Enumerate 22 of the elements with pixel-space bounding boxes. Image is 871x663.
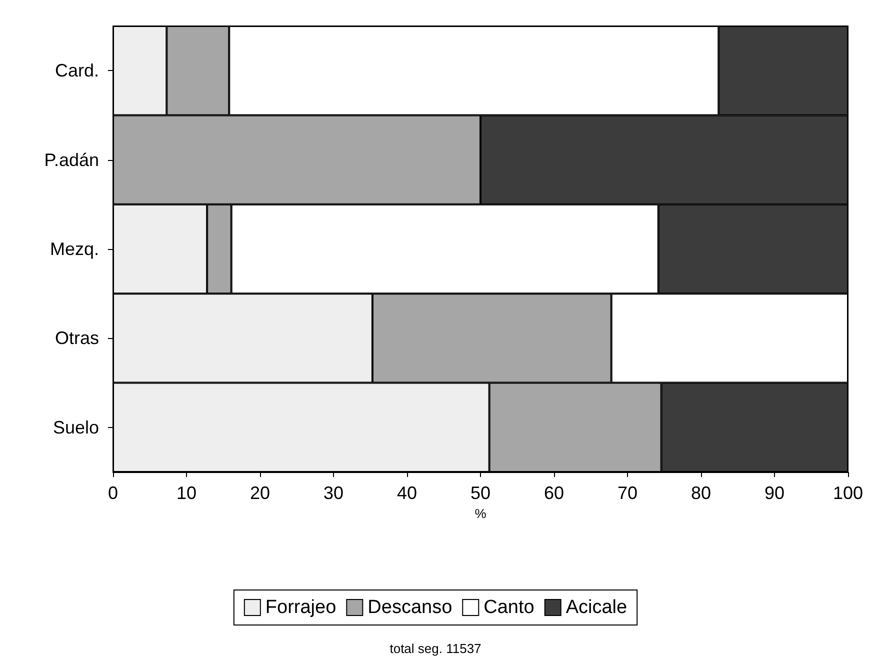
legend-label: Acicale <box>566 597 628 618</box>
x-tick-label: 60 <box>544 483 564 503</box>
y-tick-label: P.adán <box>44 150 99 170</box>
legend-label: Canto <box>484 597 534 618</box>
x-tick-label: 30 <box>323 483 344 503</box>
x-axis-title: % <box>474 506 487 521</box>
x-tick-label: 0 <box>108 483 118 503</box>
legend-label: Descanso <box>368 597 452 618</box>
x-tick-label: 70 <box>617 483 638 503</box>
y-tick-label: Mezq. <box>50 239 99 259</box>
legend-label: Forrajeo <box>265 597 336 618</box>
x-tick-label: 90 <box>764 483 785 503</box>
x-tick-label: 10 <box>176 483 197 503</box>
x-tick-label: 100 <box>832 483 864 503</box>
x-tick-label: 50 <box>470 483 491 503</box>
y-tick-label: Otras <box>54 328 99 348</box>
text: total seg. 11537 <box>390 641 482 656</box>
x-tick-label: 40 <box>396 483 418 503</box>
y-tick-label: Suelo <box>52 417 99 438</box>
y-tick-label: Card. <box>54 60 99 81</box>
x-tick-label: 80 <box>690 483 712 503</box>
x-tick-label: 20 <box>250 483 270 503</box>
